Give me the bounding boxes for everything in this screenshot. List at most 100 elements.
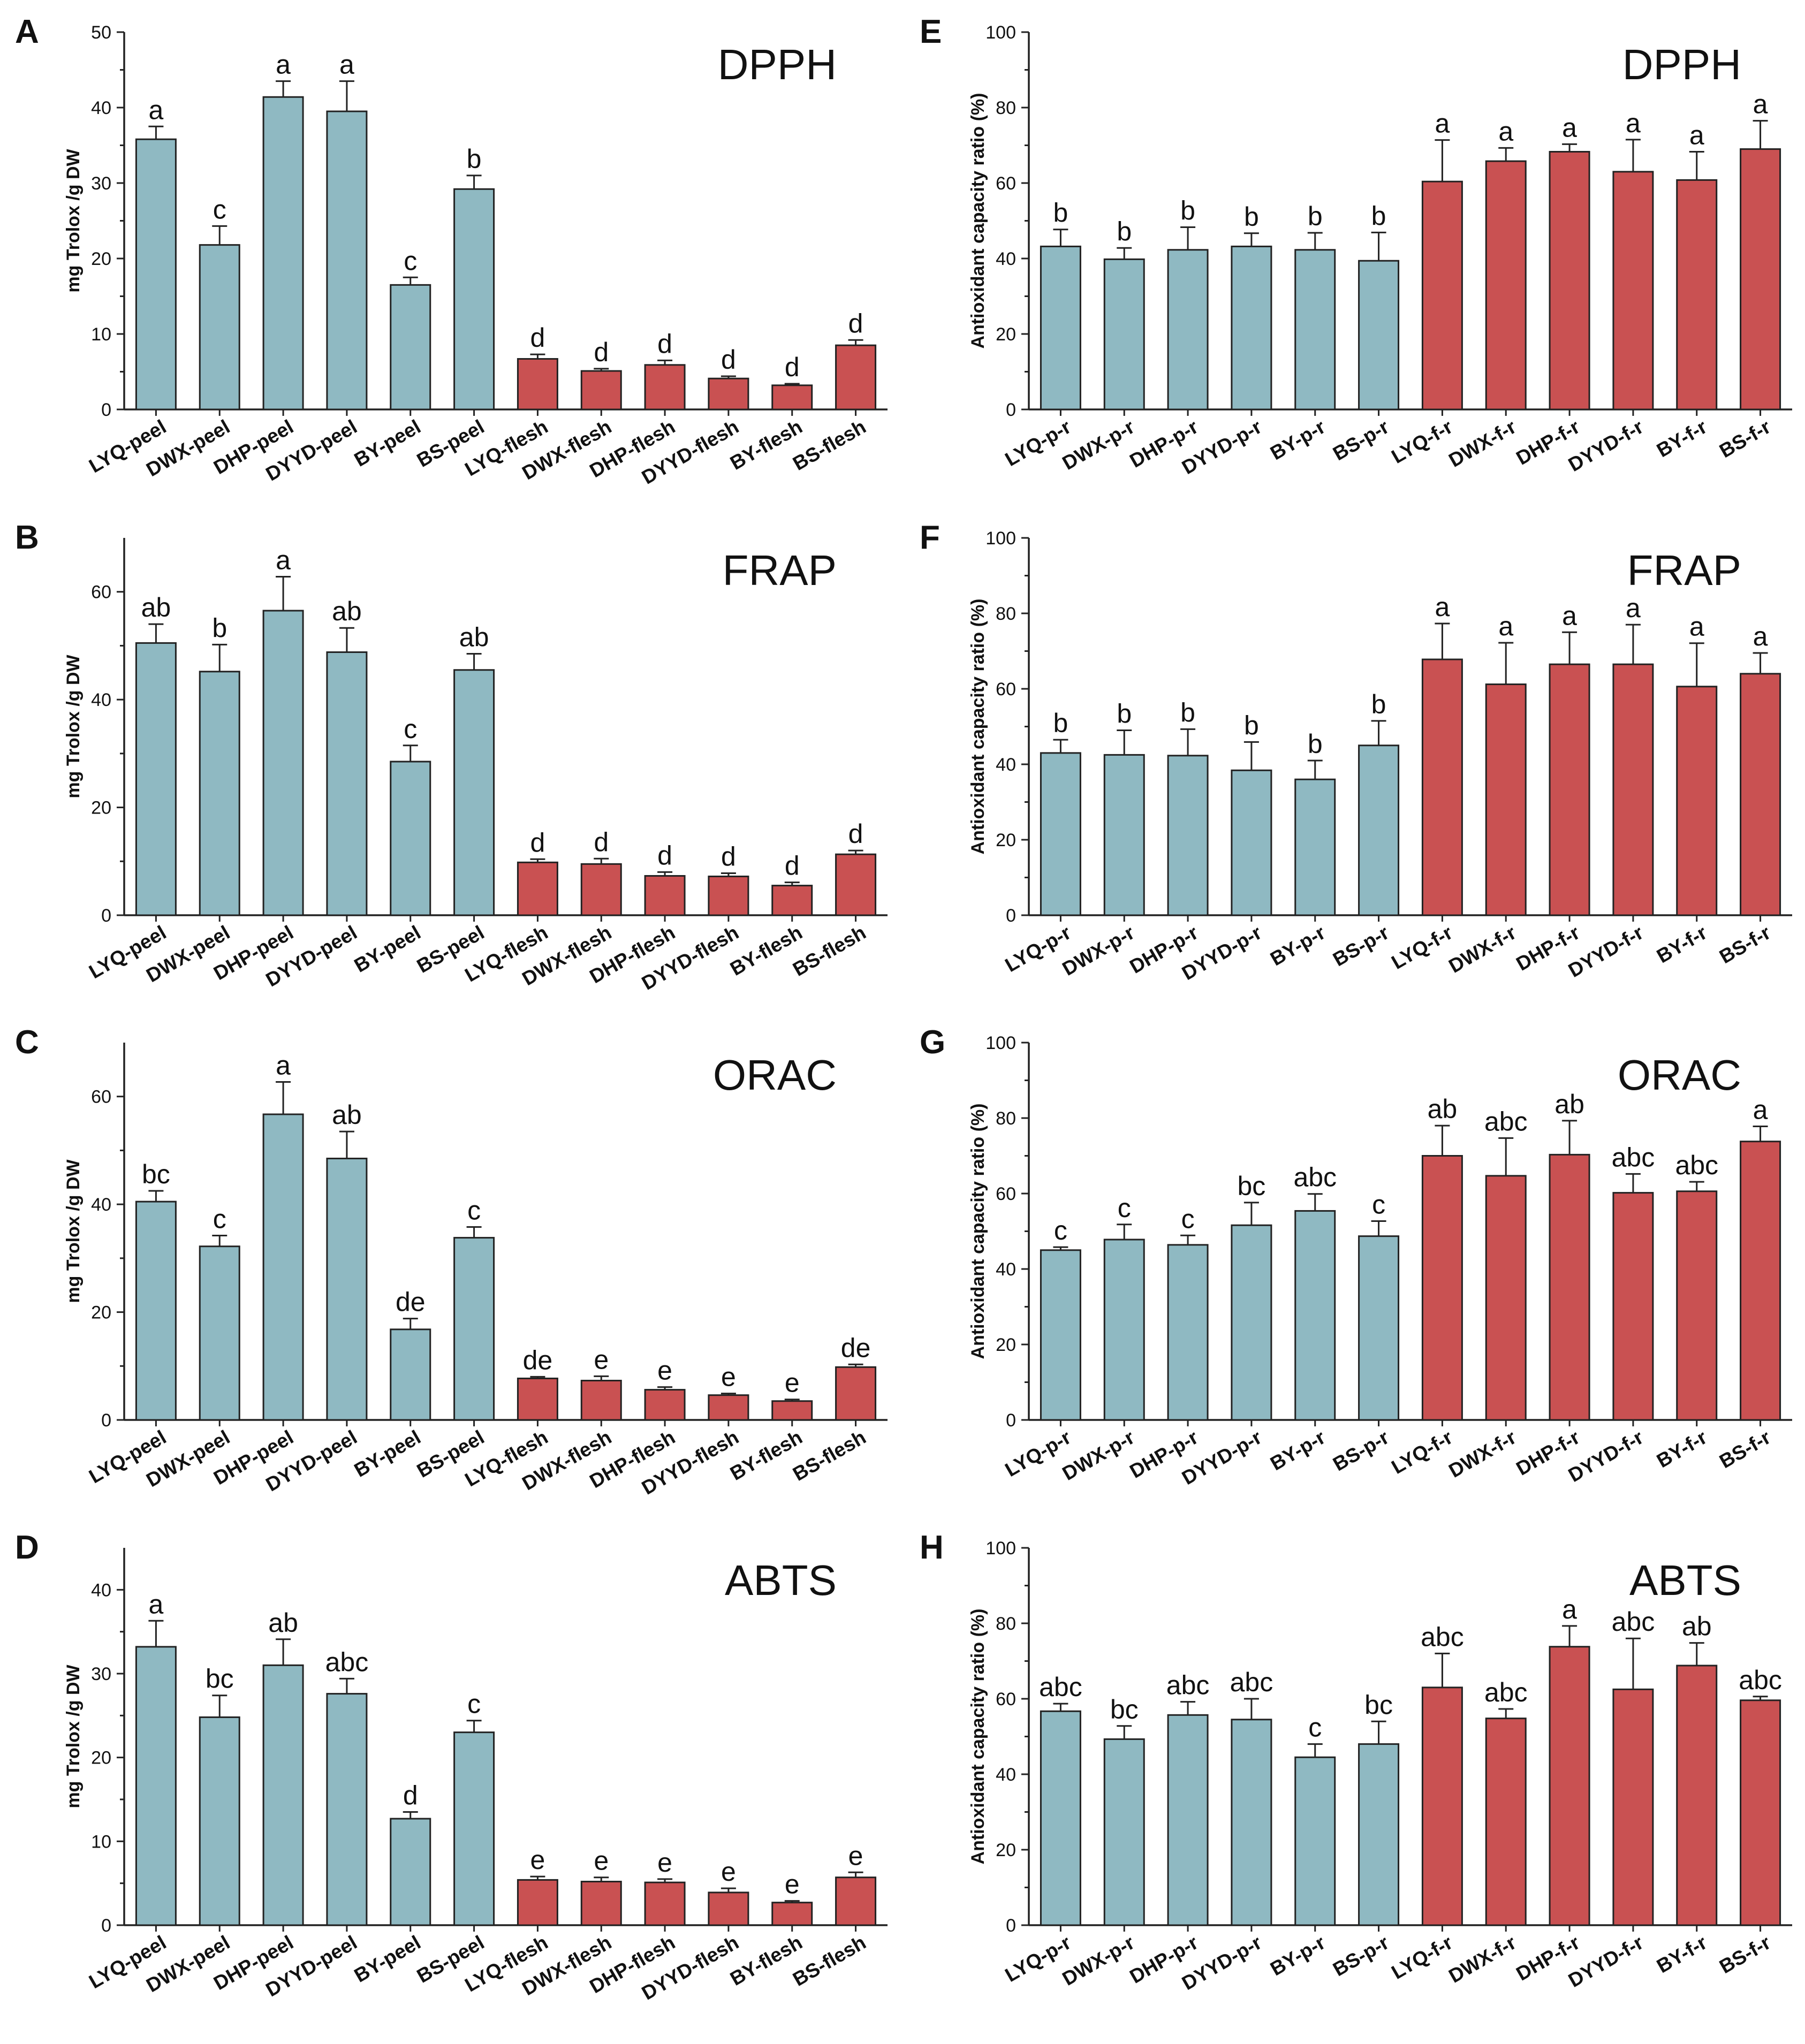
significance-letter: a	[1753, 1095, 1768, 1125]
significance-letter: c	[404, 714, 417, 744]
bar-BY-f-r	[1676, 1665, 1718, 1926]
significance-letter: abc	[1739, 1665, 1782, 1695]
bar-BY-flesh	[771, 1400, 813, 1421]
x-tick-label: LYQ-f-r	[1388, 1426, 1457, 1478]
significance-letter: abc	[1612, 1142, 1655, 1172]
x-tick-label: BS-f-r	[1716, 921, 1774, 968]
bar-BY-flesh	[771, 384, 813, 411]
x-tick-label: BY-peel	[351, 1426, 424, 1481]
x-tick-label: BS-p-r	[1329, 1931, 1392, 1980]
bar-LYQ-peel	[135, 138, 177, 411]
significance-letter: d	[785, 352, 800, 382]
chart-title: DPPH	[718, 41, 837, 88]
bar-LYQ-f-r	[1421, 1155, 1463, 1421]
x-tick-label: DWX-f-r	[1445, 1931, 1520, 1987]
significance-letter: a	[1626, 593, 1641, 623]
y-tick-label: 0	[101, 1916, 111, 1936]
significance-letter: a	[149, 95, 164, 125]
bar-BY-p-r	[1294, 778, 1336, 916]
significance-letter: e	[848, 1841, 863, 1871]
significance-letter: b	[1308, 729, 1323, 759]
bar-LYQ-peel	[135, 642, 177, 916]
bar-DWX-p-r	[1103, 1238, 1145, 1421]
bar-DHP-f-r	[1549, 1646, 1590, 1926]
y-tick-label: 20	[91, 249, 111, 269]
significance-letter: a	[1498, 116, 1513, 146]
x-tick-label: BY-f-r	[1653, 921, 1711, 967]
bar-BY-peel	[390, 284, 431, 411]
bar-BS-f-r	[1740, 1699, 1781, 1926]
bar-BY-flesh	[771, 885, 813, 916]
bar-DYYD-p-r	[1231, 245, 1272, 411]
bar-DYYD-flesh	[708, 1891, 749, 1926]
y-tick-label: 80	[996, 98, 1016, 118]
y-tick-label: 40	[996, 249, 1016, 269]
bar-DWX-p-r	[1103, 754, 1145, 916]
significance-letter: a	[339, 50, 354, 80]
significance-letter: de	[396, 1287, 426, 1317]
bar-BS-p-r	[1358, 1743, 1400, 1926]
bar-DYYD-f-r	[1612, 1688, 1654, 1926]
bar-DHP-flesh	[644, 364, 686, 411]
y-axis-label: mg Trolox /g DW	[63, 148, 84, 292]
bar-LYQ-flesh	[517, 1377, 558, 1421]
bar-DWX-peel	[199, 1716, 240, 1926]
significance-letter: abc	[1421, 1622, 1464, 1652]
bar-DYYD-flesh	[708, 875, 749, 916]
significance-letter: e	[657, 1356, 672, 1386]
bar-DWX-p-r	[1103, 258, 1145, 411]
y-tick-label: 40	[91, 1195, 111, 1215]
x-tick-label: BY-p-r	[1266, 921, 1329, 970]
significance-letter: a	[276, 1051, 291, 1081]
significance-letter: b	[1180, 195, 1195, 225]
x-tick-label: LYQ-f-r	[1388, 415, 1457, 468]
bar-BY-p-r	[1294, 1756, 1336, 1926]
significance-letter: e	[721, 1362, 736, 1392]
bar-DHP-peel	[262, 96, 304, 411]
bar-DYYD-flesh	[708, 1394, 749, 1421]
significance-letter: d	[785, 851, 800, 881]
bar-DWX-flesh	[580, 1881, 622, 1926]
y-tick-label: 40	[996, 1765, 1016, 1785]
bar-BY-f-r	[1676, 179, 1718, 411]
bar-DWX-flesh	[580, 863, 622, 916]
significance-letter: a	[1435, 109, 1450, 139]
bar-BY-flesh	[771, 1902, 813, 1926]
y-axis-label: mg Trolox /g DW	[63, 1664, 84, 1808]
significance-letter: b	[1244, 202, 1259, 232]
x-tick-label: BS-f-r	[1716, 1426, 1774, 1472]
bar-DYYD-f-r	[1612, 663, 1654, 916]
y-tick-label: 30	[91, 1664, 111, 1684]
y-tick-label: 60	[996, 1184, 1016, 1204]
panel-letter: H	[920, 1529, 944, 1566]
significance-letter: d	[721, 345, 736, 375]
y-tick-label: 0	[1006, 906, 1016, 926]
significance-letter: a	[1689, 612, 1704, 642]
significance-letter: c	[1372, 1189, 1385, 1219]
significance-letter: bc	[206, 1664, 234, 1694]
bar-BS-peel	[453, 669, 495, 916]
chart-title: ORAC	[1618, 1051, 1741, 1099]
significance-letter: c	[404, 246, 417, 276]
bar-DWX-flesh	[580, 1379, 622, 1421]
y-tick-label: 10	[91, 324, 111, 345]
significance-letter: ab	[141, 592, 171, 622]
x-tick-label: BS-flesh	[789, 1931, 869, 1990]
significance-letter: ab	[1428, 1094, 1458, 1124]
x-tick-label: DWX-f-r	[1445, 921, 1520, 977]
bar-LYQ-f-r	[1421, 180, 1463, 411]
significance-letter: abc	[325, 1647, 369, 1677]
bar-BS-p-r	[1358, 1235, 1400, 1421]
significance-letter: d	[848, 819, 863, 849]
significance-letter: c	[1118, 1193, 1131, 1223]
panel-E: E DPPH Antioxidant capacity ratio (%) 0 20 40…	[920, 13, 1792, 478]
y-tick-label: 40	[996, 1259, 1016, 1280]
y-axis-label: Antioxidant capacity ratio (%)	[968, 599, 988, 855]
y-axis-label: Antioxidant capacity ratio (%)	[968, 1104, 988, 1359]
bar-DYYD-peel	[326, 1693, 368, 1926]
significance-letter: c	[1308, 1713, 1322, 1743]
y-tick-label: 0	[1006, 1916, 1016, 1936]
significance-letter: c	[467, 1195, 481, 1225]
significance-letter: b	[212, 613, 227, 643]
bar-DHP-flesh	[644, 1389, 686, 1421]
